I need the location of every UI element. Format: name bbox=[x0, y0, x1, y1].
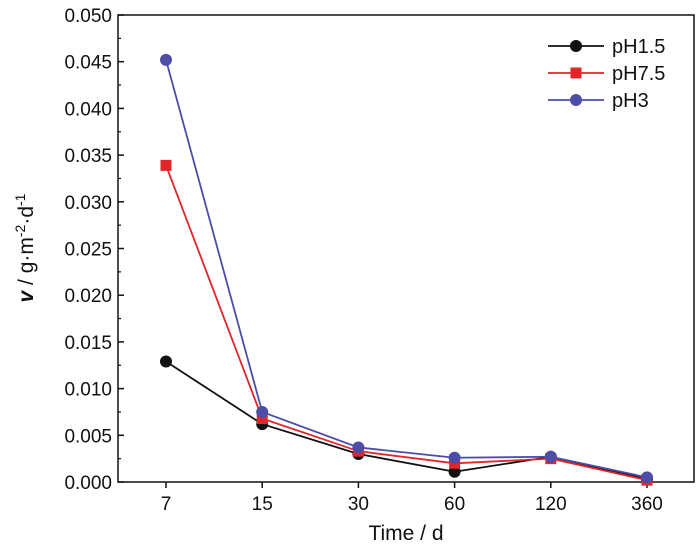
data-point-ph3 bbox=[544, 450, 557, 463]
y-tick-label: 0.010 bbox=[64, 380, 112, 401]
x-tick-label: 120 bbox=[535, 494, 567, 515]
legend-label: pH1.5 bbox=[612, 36, 665, 58]
y-axis-title-variable: v bbox=[15, 289, 38, 302]
y-tick-label: 0.025 bbox=[64, 240, 112, 261]
y-tick-label: 0.005 bbox=[64, 426, 112, 447]
y-tick-label: 0.030 bbox=[64, 193, 112, 214]
y-axis-title-unit: / g·m bbox=[15, 237, 38, 291]
data-point-ph1-5 bbox=[160, 355, 172, 368]
y-axis: 0.000 0.005 0.010 0.015 0.020 0.025 0.030 0.035… bbox=[64, 6, 124, 494]
y-tick-label: 0.035 bbox=[64, 146, 112, 167]
legend-item-ph3: pH3 bbox=[548, 90, 649, 112]
data-point-ph3 bbox=[160, 53, 172, 66]
y-axis-title-superscript: -1 bbox=[12, 193, 28, 206]
legend-marker bbox=[570, 67, 582, 79]
y-tick-label: 0.045 bbox=[64, 53, 112, 74]
data-point-ph3 bbox=[352, 441, 365, 454]
data-point-ph3 bbox=[256, 405, 269, 418]
legend-marker bbox=[570, 94, 582, 106]
legend-marker bbox=[570, 40, 582, 52]
series-layer bbox=[160, 53, 653, 486]
series-line-ph3 bbox=[165, 59, 648, 479]
y-tick-label: 0.015 bbox=[64, 333, 112, 354]
legend-label: pH3 bbox=[612, 90, 649, 112]
data-point-ph3 bbox=[448, 451, 461, 464]
y-tick-label: 0.000 bbox=[64, 473, 112, 494]
series-line-ph7-5 bbox=[165, 165, 648, 482]
series-ph3 bbox=[160, 53, 653, 484]
x-tick-label: 30 bbox=[348, 494, 369, 515]
y-tick-label: 0.050 bbox=[64, 6, 112, 27]
data-point-ph3 bbox=[641, 471, 653, 484]
y-axis-title-superscript: -2 bbox=[12, 224, 28, 237]
x-tick-label: 15 bbox=[252, 494, 273, 515]
x-axis-title: Time / d bbox=[368, 522, 443, 545]
plot-area-frame bbox=[117, 14, 695, 483]
x-axis: 7 15 30 60 120 360 bbox=[161, 482, 663, 515]
legend: pH1.5 pH7.5 pH3 bbox=[548, 36, 665, 112]
y-axis-title: v / g·m-2·d-1 bbox=[12, 193, 38, 302]
data-point-ph7-5 bbox=[160, 159, 172, 171]
y-tick-label: 0.020 bbox=[64, 286, 112, 307]
x-tick-label: 360 bbox=[631, 494, 663, 515]
legend-item-ph7-5: pH7.5 bbox=[548, 63, 665, 85]
y-axis-title-unit: ·d bbox=[15, 206, 38, 225]
x-tick-label: 7 bbox=[161, 494, 172, 515]
data-point-ph7-5 bbox=[256, 412, 268, 424]
legend-item-ph1-5: pH1.5 bbox=[548, 36, 665, 58]
x-tick-label: 60 bbox=[444, 494, 465, 515]
series-ph7-5 bbox=[160, 159, 653, 486]
legend-label: pH7.5 bbox=[612, 63, 665, 85]
y-tick-label: 0.040 bbox=[64, 99, 112, 120]
